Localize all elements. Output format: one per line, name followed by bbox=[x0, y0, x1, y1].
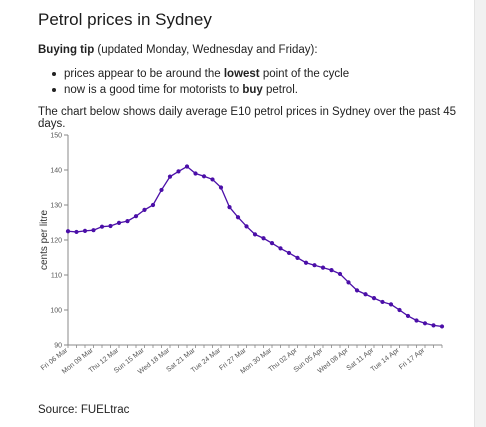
data-point bbox=[108, 223, 113, 229]
data-point bbox=[354, 288, 360, 293]
data-point bbox=[184, 164, 190, 169]
data-point bbox=[193, 171, 198, 176]
data-point bbox=[346, 280, 351, 285]
data-point bbox=[397, 307, 402, 313]
page-scrollbar[interactable] bbox=[474, 0, 486, 427]
source-note: Source: FUELtrac bbox=[38, 404, 130, 416]
data-point bbox=[261, 236, 266, 241]
data-point bbox=[278, 246, 283, 251]
data-point bbox=[244, 224, 249, 229]
data-point bbox=[235, 215, 241, 220]
bullet-bold: buy bbox=[242, 84, 263, 96]
data-point bbox=[363, 292, 368, 297]
data-point bbox=[295, 255, 300, 260]
buying-tip: Buying tip (updated Monday, Wednesday an… bbox=[38, 44, 318, 56]
data-point bbox=[371, 296, 377, 301]
data-point bbox=[227, 205, 232, 210]
series-line bbox=[67, 165, 443, 328]
y-tick-label: 150 bbox=[50, 133, 62, 140]
y-axis: 90 100 110 120 130 140 150 bbox=[50, 133, 69, 350]
article-card: Petrol prices in Sydney Buying tip (upda… bbox=[38, 10, 457, 416]
data-point bbox=[439, 324, 445, 329]
data-point bbox=[167, 174, 173, 179]
data-point bbox=[329, 268, 334, 273]
data-point bbox=[91, 228, 96, 233]
data-point bbox=[422, 321, 428, 326]
list-item: now is a good time for motorists to buy … bbox=[52, 82, 349, 98]
data-point bbox=[210, 177, 215, 182]
y-tick-label: 100 bbox=[50, 308, 62, 315]
y-tick-label: 140 bbox=[50, 168, 62, 175]
data-point bbox=[65, 229, 71, 234]
data-point bbox=[82, 228, 88, 233]
bullet-text: prices appear to be around the bbox=[64, 68, 224, 80]
y-tick-label: 110 bbox=[51, 273, 62, 280]
data-point bbox=[380, 299, 385, 305]
data-point bbox=[99, 224, 105, 229]
data-point bbox=[142, 207, 147, 212]
data-point bbox=[159, 187, 164, 193]
bullet-text: point of the cycle bbox=[259, 68, 350, 80]
data-point bbox=[388, 302, 394, 307]
bullet-bold: lowest bbox=[223, 68, 260, 80]
y-tick-label: 90 bbox=[54, 343, 62, 350]
x-tick-label: Fri 17 Apr bbox=[398, 347, 427, 372]
data-point bbox=[133, 214, 139, 219]
data-point bbox=[176, 169, 181, 174]
y-tick-label: 120 bbox=[50, 238, 62, 245]
data-point bbox=[150, 202, 156, 208]
buying-tip-label: Buying tip bbox=[38, 44, 95, 56]
price-series bbox=[65, 164, 445, 329]
data-point bbox=[405, 313, 411, 319]
data-point bbox=[286, 250, 292, 256]
tip-list: prices appear to be around the lowest po… bbox=[52, 66, 349, 98]
buying-tip-text: (updated Monday, Wednesday and Friday): bbox=[94, 44, 318, 56]
data-point bbox=[116, 220, 122, 225]
y-axis-title: cents per litre bbox=[39, 210, 50, 270]
data-point bbox=[312, 263, 317, 268]
data-point bbox=[414, 318, 419, 323]
data-point bbox=[125, 219, 130, 224]
data-point bbox=[201, 174, 207, 179]
x-tick-label: Tue 14 Apr bbox=[370, 347, 402, 374]
data-point bbox=[74, 229, 79, 235]
page-title: Petrol prices in Sydney bbox=[38, 10, 212, 29]
data-point bbox=[337, 271, 343, 277]
data-point bbox=[269, 241, 275, 246]
data-point bbox=[320, 265, 326, 270]
chart-description: The chart below shows daily average E10 … bbox=[38, 106, 457, 130]
data-point bbox=[303, 260, 309, 265]
y-tick-label: 130 bbox=[50, 203, 62, 210]
bullet-text: petrol. bbox=[262, 84, 298, 96]
bullet-text: now is a good time for motorists to bbox=[64, 84, 243, 96]
data-point bbox=[431, 323, 436, 328]
list-item: prices appear to be around the lowest po… bbox=[52, 66, 349, 82]
data-point bbox=[218, 185, 224, 190]
data-point bbox=[252, 232, 258, 237]
